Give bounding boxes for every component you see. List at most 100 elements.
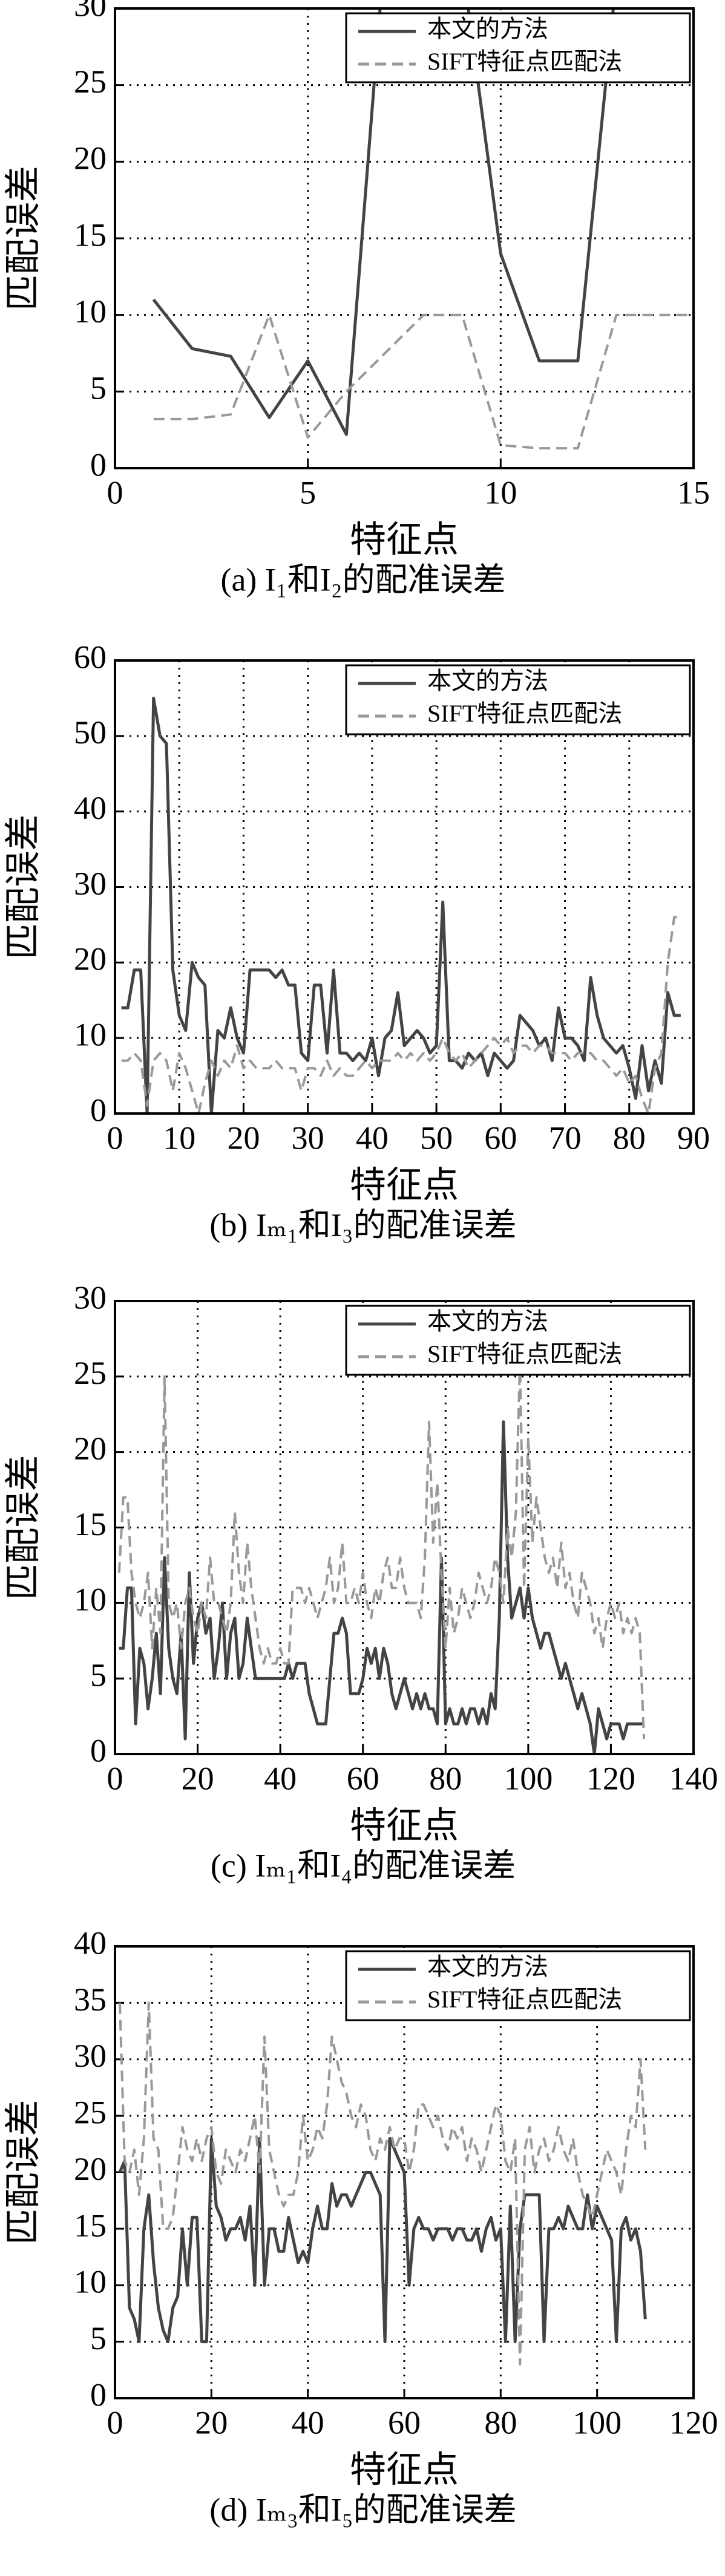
series-line — [119, 1420, 645, 1754]
y-axis-label: 匹配误差 — [2, 1455, 45, 1600]
y-tick-label: 5 — [90, 2320, 107, 2356]
caption: (c) Iₘ₁和I₄的配准误差 — [211, 1847, 516, 1883]
x-tick-label: 40 — [264, 1760, 297, 1796]
caption: (d) Iₘ₃和I₅的配准误差 — [209, 2491, 516, 2528]
x-tick-label: 40 — [356, 1120, 389, 1156]
x-tick-label: 20 — [227, 1120, 260, 1156]
legend-label: SIFT特征点匹配法 — [427, 1986, 622, 2013]
x-tick-label: 60 — [347, 1760, 379, 1796]
x-tick-label: 140 — [669, 1760, 718, 1796]
x-tick-label: 40 — [292, 2404, 324, 2441]
plot-frame — [114, 659, 695, 1115]
legend-label: SIFT特征点匹配法 — [427, 48, 622, 75]
plot-frame — [114, 7, 695, 469]
x-tick-label: 10 — [163, 1120, 195, 1156]
x-tick-label: 70 — [549, 1120, 582, 1156]
y-tick-label: 0 — [90, 1732, 107, 1769]
series-line — [121, 696, 681, 1114]
y-tick-label: 10 — [74, 1017, 107, 1053]
y-tick-label: 40 — [74, 1925, 107, 1961]
y-tick-label: 5 — [90, 370, 107, 406]
y-tick-label: 20 — [74, 2151, 107, 2187]
series-line — [152, 8, 615, 436]
x-tick-label: 10 — [484, 474, 517, 510]
x-tick-label: 80 — [613, 1120, 646, 1156]
x-tick-label: 0 — [107, 2404, 123, 2441]
y-tick-label: 40 — [74, 790, 107, 826]
y-tick-label: 30 — [74, 0, 107, 23]
y-tick-label: 20 — [74, 1430, 107, 1467]
y-tick-label: 20 — [74, 941, 107, 977]
y-tick-label: 10 — [74, 2264, 107, 2300]
series-line — [117, 1360, 646, 1740]
legend-label: 本文的方法 — [427, 667, 548, 694]
y-axis-label: 匹配误差 — [2, 815, 45, 960]
x-tick-label: 0 — [107, 1760, 123, 1796]
series-line — [119, 2001, 647, 2366]
x-tick-label: 15 — [677, 474, 710, 510]
x-tick-label: 80 — [429, 1760, 462, 1796]
y-tick-label: 15 — [74, 2207, 107, 2243]
y-tick-label: 0 — [90, 2376, 107, 2413]
legend-label: 本文的方法 — [427, 1308, 548, 1335]
y-tick-label: 30 — [74, 2038, 107, 2074]
y-tick-label: 10 — [74, 293, 107, 330]
x-tick-label: 60 — [388, 2404, 421, 2441]
y-tick-label: 30 — [74, 866, 107, 902]
legend-label: SIFT特征点匹配法 — [427, 700, 622, 727]
x-tick-label: 80 — [484, 2404, 517, 2441]
y-axis-label: 匹配误差 — [2, 2100, 45, 2245]
x-tick-label: 20 — [182, 1760, 214, 1796]
plot-lines — [152, 8, 694, 450]
x-tick-label: 5 — [300, 474, 316, 510]
series-line — [121, 916, 681, 1114]
y-tick-label: 5 — [90, 1657, 107, 1694]
panel: 0 5 10 15 20 25 30 0 20 40 60 80 100 120 140 本文的方法 SIFT特… — [2, 1279, 718, 1883]
x-tick-label: 120 — [669, 2404, 718, 2441]
y-tick-label: 15 — [74, 217, 107, 253]
series-line — [153, 313, 694, 450]
plot-lines — [121, 696, 681, 1114]
y-tick-label: 50 — [74, 714, 107, 751]
legend-label: 本文的方法 — [427, 15, 548, 42]
y-tick-label: 0 — [90, 446, 107, 483]
y-tick-label: 15 — [74, 1506, 107, 1542]
legend-box — [345, 664, 691, 735]
x-axis-label: 特征点 — [350, 1805, 459, 1847]
plot-frame — [114, 1945, 695, 2399]
x-axis-label: 特征点 — [350, 2449, 459, 2491]
series-line — [118, 2137, 647, 2344]
x-tick-label: 100 — [572, 2404, 622, 2441]
y-tick-label: 10 — [74, 1582, 107, 1618]
legend-box — [345, 12, 691, 83]
y-tick-label: 20 — [74, 140, 107, 177]
y-tick-label: 60 — [74, 639, 107, 675]
panel: 0 5 10 15 20 25 30 35 40 0 20 40 60 80 100 120 本文的方法 SIFT… — [2, 1925, 718, 2528]
caption: (a) I₁和I₂的配准误差 — [220, 561, 505, 598]
plot-lines — [117, 1360, 646, 1754]
y-tick-label: 30 — [74, 1279, 107, 1316]
legend-label: SIFT特征点匹配法 — [427, 1340, 622, 1368]
y-tick-label: 25 — [74, 2095, 107, 2131]
x-tick-label: 50 — [420, 1120, 453, 1156]
x-tick-label: 30 — [292, 1120, 324, 1156]
plot-frame — [114, 1300, 695, 1755]
x-axis-label: 特征点 — [350, 1164, 459, 1207]
y-tick-label: 25 — [74, 1355, 107, 1391]
x-tick-label: 60 — [484, 1120, 517, 1156]
y-tick-label: 35 — [74, 1981, 107, 2018]
y-tick-label: 0 — [90, 1092, 107, 1128]
plot-lines — [118, 2001, 647, 2366]
legend-box — [345, 1950, 691, 2021]
x-tick-label: 90 — [677, 1120, 710, 1156]
x-tick-label: 20 — [195, 2404, 228, 2441]
x-axis-label: 特征点 — [350, 519, 459, 561]
x-tick-label: 120 — [586, 1760, 635, 1796]
caption: (b) Iₘ₁和I₃的配准误差 — [209, 1207, 516, 1243]
x-tick-label: 0 — [107, 474, 123, 510]
y-tick-label: 25 — [74, 64, 107, 100]
legend-box — [345, 1305, 691, 1376]
